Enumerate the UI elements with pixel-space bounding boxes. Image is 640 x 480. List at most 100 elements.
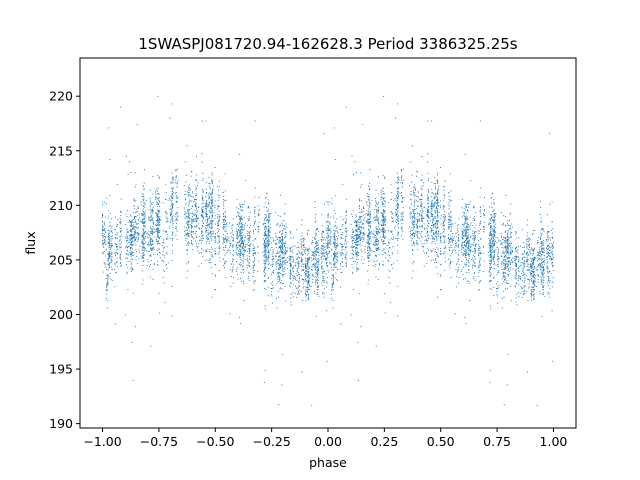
data-point: [474, 232, 476, 235]
data-point: [530, 260, 532, 262]
data-point: [176, 217, 178, 219]
data-point: [281, 246, 283, 248]
data-point: [375, 276, 377, 278]
data-point: [515, 275, 517, 278]
data-point: [247, 255, 249, 257]
data-point: [533, 294, 535, 296]
data-point: [547, 245, 549, 247]
data-point: [301, 244, 303, 246]
data-point: [296, 246, 298, 249]
data-point: [420, 198, 422, 200]
data-point: [427, 237, 429, 239]
data-point: [131, 238, 133, 241]
data-point: [507, 243, 509, 246]
data-point: [509, 225, 511, 227]
data-point: [453, 249, 455, 251]
data-point: [191, 233, 193, 235]
data-point: [306, 264, 308, 266]
data-point: [539, 236, 541, 238]
data-point: [188, 222, 190, 224]
data-point: [246, 244, 248, 246]
data-point: [158, 177, 160, 179]
data-point: [506, 232, 509, 234]
data-point: [503, 274, 505, 276]
data-point: [128, 235, 130, 237]
data-point: [462, 242, 464, 244]
data-point: [317, 257, 320, 259]
data-point: [169, 220, 171, 222]
data-point: [301, 256, 303, 258]
data-point: [321, 259, 323, 261]
data-point: [107, 257, 109, 260]
data-point: [539, 238, 541, 240]
data-point: [524, 266, 526, 268]
data-point: [149, 220, 152, 222]
data-point: [328, 225, 330, 227]
data-point: [211, 174, 213, 176]
data-point: [462, 232, 464, 234]
data-point: [114, 243, 116, 245]
data-point: [268, 254, 270, 257]
data-point: [171, 212, 173, 214]
data-point: [103, 250, 105, 252]
data-point: [289, 270, 291, 272]
data-point: [137, 233, 139, 235]
data-point: [443, 247, 445, 249]
data-point: [248, 236, 250, 238]
data-point: [523, 273, 525, 275]
data-point: [357, 233, 359, 235]
data-point: [188, 199, 190, 201]
data-point: [425, 240, 427, 242]
data-point: [362, 123, 364, 126]
data-point: [211, 196, 213, 199]
data-point: [127, 253, 129, 255]
data-point: [409, 226, 411, 228]
data-point: [526, 251, 529, 253]
data-point: [144, 241, 147, 243]
data-point: [141, 257, 143, 259]
data-point: [340, 253, 342, 255]
data-point: [491, 237, 493, 239]
data-point: [266, 219, 268, 221]
data-point: [413, 222, 415, 224]
data-point: [430, 219, 432, 221]
data-point: [317, 251, 319, 253]
data-point: [235, 270, 237, 272]
data-point: [490, 262, 492, 264]
data-point: [515, 255, 517, 257]
data-point: [208, 176, 210, 178]
data-point: [503, 252, 505, 254]
data-point: [522, 253, 524, 255]
data-point: [442, 215, 444, 218]
data-point: [456, 227, 458, 229]
data-point: [410, 204, 412, 206]
data-point: [355, 253, 357, 255]
data-point: [443, 211, 445, 213]
data-point: [145, 230, 147, 233]
data-point: [249, 244, 251, 246]
data-point: [402, 214, 404, 216]
data-point: [369, 219, 371, 221]
data-point: [376, 249, 378, 251]
data-point: [427, 202, 430, 204]
data-point: [526, 265, 528, 267]
data-point: [421, 198, 423, 201]
data-point: [376, 203, 378, 205]
data-point: [107, 282, 109, 284]
data-point: [537, 236, 539, 239]
data-point: [176, 202, 178, 204]
data-point: [265, 288, 267, 291]
data-point: [218, 237, 221, 239]
data-point: [156, 221, 158, 223]
data-point: [304, 275, 307, 277]
data-point: [312, 254, 314, 256]
data-point: [520, 262, 522, 264]
data-point: [491, 248, 493, 250]
data-point: [119, 254, 122, 256]
data-point: [314, 206, 316, 209]
data-point: [437, 211, 439, 213]
data-point: [289, 269, 291, 271]
data-point: [469, 237, 471, 239]
data-point: [451, 236, 453, 238]
data-point: [530, 270, 532, 272]
